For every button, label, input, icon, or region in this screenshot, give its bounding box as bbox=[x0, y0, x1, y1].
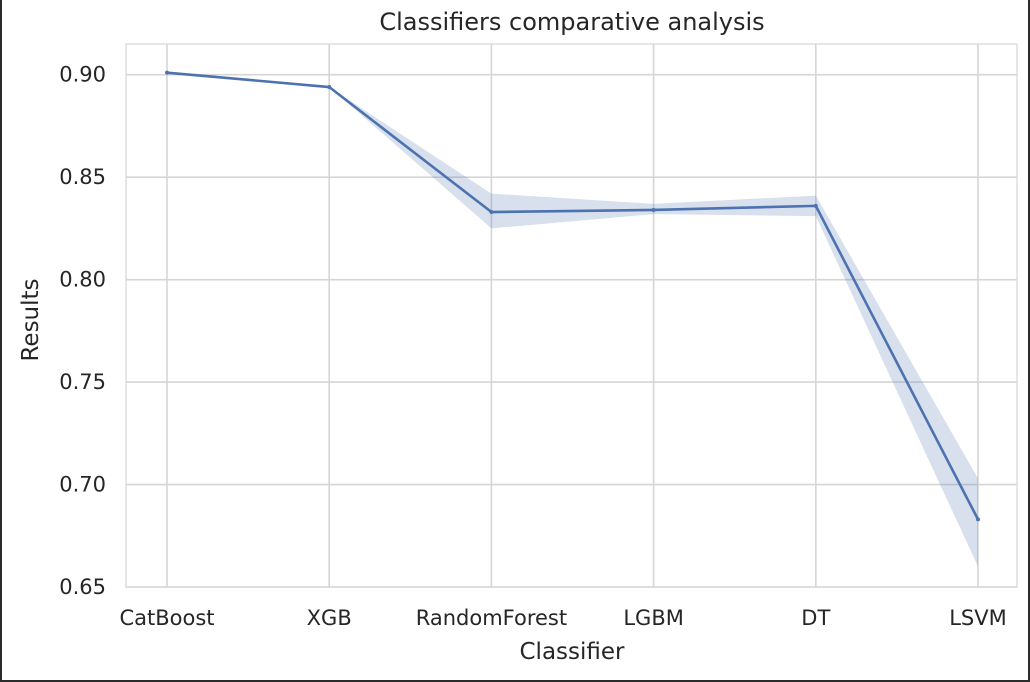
x-tick-label: RandomForest bbox=[416, 606, 567, 630]
x-tick-label: LSVM bbox=[949, 606, 1007, 630]
x-tick-label: LGBM bbox=[623, 606, 684, 630]
confidence-band bbox=[167, 72, 978, 567]
data-point bbox=[327, 85, 332, 90]
y-tick-label: 0.80 bbox=[59, 268, 106, 292]
plot-frame bbox=[125, 43, 1018, 588]
data-point bbox=[165, 70, 169, 75]
y-tick-label: 0.75 bbox=[59, 370, 106, 394]
data-point bbox=[976, 517, 980, 522]
data-point bbox=[489, 210, 494, 215]
y-axis-label: Results bbox=[18, 278, 44, 361]
chart-title: Classifiers comparative analysis bbox=[379, 8, 764, 36]
y-tick-label: 0.65 bbox=[59, 575, 106, 599]
data-point bbox=[651, 207, 656, 212]
x-axis-label: Classifier bbox=[520, 639, 626, 665]
series-line bbox=[166, 71, 980, 520]
y-tick-label: 0.85 bbox=[59, 165, 106, 189]
y-tick-label: 0.90 bbox=[59, 63, 106, 87]
x-tick-label: CatBoost bbox=[119, 606, 214, 630]
plot-area: 0.65 0.70 0.75 0.80 0.85 0.90 CatBoost XGB Rando… bbox=[59, 43, 1018, 630]
x-tick-label: XGB bbox=[307, 606, 352, 630]
y-tick-label: 0.70 bbox=[59, 473, 106, 497]
data-point bbox=[813, 203, 818, 208]
x-tick-label: DT bbox=[801, 606, 830, 630]
